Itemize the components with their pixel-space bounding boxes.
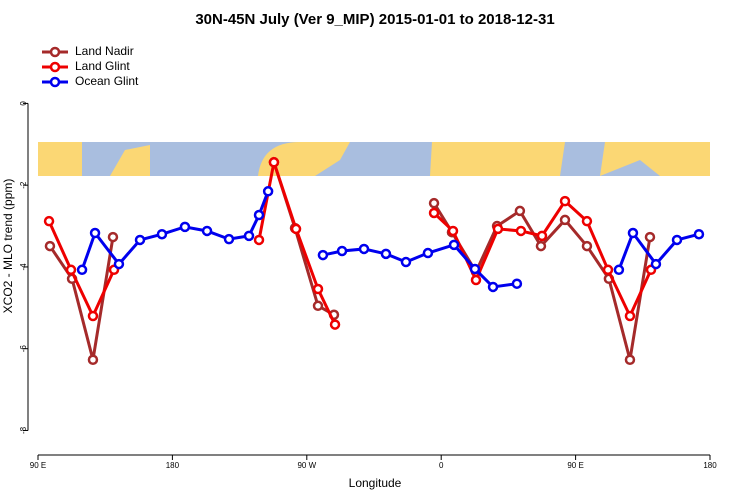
y-tick-label: 0 xyxy=(19,101,28,106)
data-point xyxy=(262,186,274,197)
data-point xyxy=(329,319,341,330)
data-point xyxy=(156,228,168,240)
data-point xyxy=(559,214,571,226)
data-point xyxy=(487,281,499,293)
map-band xyxy=(38,142,710,176)
data-point xyxy=(428,207,440,219)
x-tick-label: 90 E xyxy=(30,461,46,470)
legend-label: Land Nadir xyxy=(75,44,134,58)
x-tick-label: 180 xyxy=(166,461,180,470)
data-point xyxy=(535,240,547,252)
data-point xyxy=(602,264,614,276)
data-point xyxy=(470,274,482,286)
data-point xyxy=(312,283,324,295)
data-point xyxy=(644,231,656,243)
x-tick-label: 0 xyxy=(439,461,444,470)
data-point xyxy=(613,264,625,276)
x-axis-label: Longitude xyxy=(349,476,402,490)
data-point xyxy=(317,249,329,261)
data-point xyxy=(693,228,705,240)
data-point xyxy=(428,197,440,209)
data-point xyxy=(134,234,146,246)
data-point xyxy=(492,223,504,235)
x-tick-label: 90 E xyxy=(567,461,583,470)
data-point xyxy=(87,354,99,365)
y-tick-label: -6 xyxy=(19,345,28,353)
data-point xyxy=(448,239,460,251)
data-point xyxy=(650,258,662,270)
data-point xyxy=(113,258,125,270)
data-point xyxy=(253,209,265,221)
data-point xyxy=(469,263,481,275)
data-point xyxy=(380,248,392,260)
data-point xyxy=(290,223,302,235)
y-axis-label: XCO2 - MLO trend (ppm) xyxy=(1,179,15,314)
data-point xyxy=(65,264,77,276)
legend-marker xyxy=(49,76,61,88)
data-point xyxy=(624,310,636,322)
data-point xyxy=(336,245,348,257)
data-point xyxy=(268,157,280,168)
y-tick-label: -4 xyxy=(19,263,28,271)
data-point xyxy=(581,240,593,252)
data-point xyxy=(201,225,213,237)
data-point xyxy=(400,256,412,268)
legend-marker xyxy=(49,61,61,73)
data-point xyxy=(422,247,434,259)
data-point xyxy=(44,240,56,252)
data-point xyxy=(624,354,636,365)
data-point xyxy=(536,230,548,242)
series-line xyxy=(48,236,115,361)
legend-marker xyxy=(49,46,61,58)
data-point xyxy=(179,221,191,233)
legend-label: Ocean Glint xyxy=(75,74,139,88)
data-point xyxy=(447,225,459,237)
data-point xyxy=(76,264,88,276)
series-line xyxy=(322,243,518,289)
data-point xyxy=(581,215,593,227)
data-point xyxy=(511,278,523,289)
series-line xyxy=(47,220,116,320)
data-point xyxy=(89,227,101,239)
y-tick-label: -8 xyxy=(19,426,28,434)
x-tick-label: 180 xyxy=(703,461,717,470)
data-point xyxy=(515,225,527,237)
data-point xyxy=(358,243,370,255)
y-tick-label: -2 xyxy=(19,181,28,189)
x-tick-label: 90 W xyxy=(297,461,316,470)
data-point xyxy=(312,300,324,312)
data-point xyxy=(627,227,639,239)
data-point xyxy=(223,233,235,245)
data-point xyxy=(514,205,526,217)
data-point xyxy=(107,231,119,243)
data-point xyxy=(43,215,55,227)
legend-label: Land Glint xyxy=(75,59,130,73)
data-point xyxy=(243,230,255,242)
data-point xyxy=(559,195,571,207)
chart-title: 30N-45N July (Ver 9_MIP) 2015-01-01 to 2… xyxy=(195,11,554,28)
series-line xyxy=(432,202,652,361)
data-point xyxy=(253,234,265,246)
data-point xyxy=(87,310,99,322)
data-point xyxy=(671,234,683,246)
